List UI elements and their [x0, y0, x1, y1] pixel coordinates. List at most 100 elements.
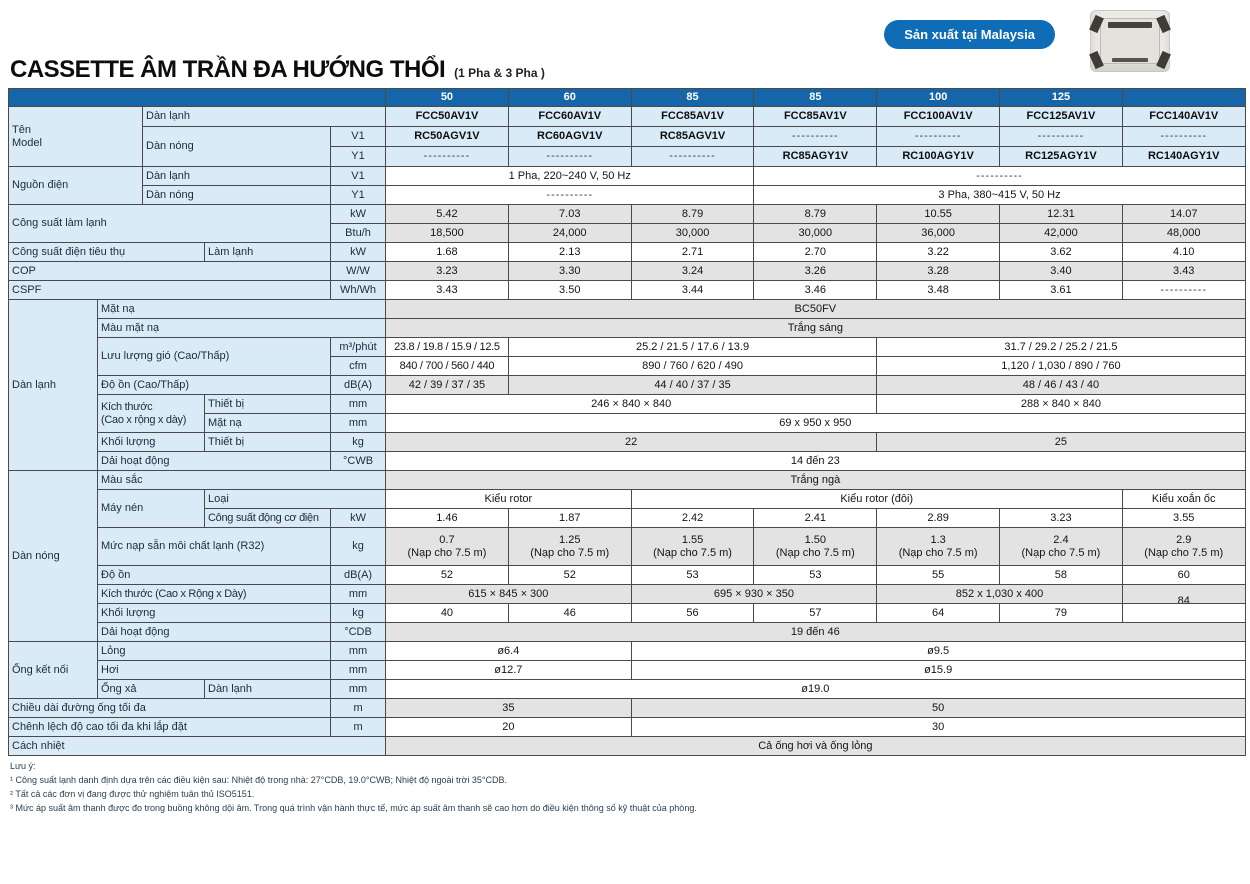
spec-value: 24,000 [507, 223, 632, 243]
row-label: Độ ồn [97, 565, 331, 585]
spec-table: 50 60 85 85 100 125 Tên Model Dàn lạnh FCC50AV1V… [7, 88, 1246, 756]
table-row: Công suất động cơ điện kW 1.46 1.87 2.42 2.41… [9, 508, 1246, 528]
header-left-blank [7, 88, 387, 107]
spec-value: 2.41 [753, 508, 878, 528]
model-cell: ---------- [507, 146, 632, 167]
model-cell: RC60AGV1V [507, 126, 632, 147]
model-cell: FCC125AV1V [999, 106, 1123, 127]
row-label: Mặt nạ [96, 299, 387, 319]
capacity-header: 85 [753, 88, 878, 107]
row-label: Dải hoạt động [97, 451, 331, 471]
row-label: Thiết bị [204, 394, 331, 414]
capacity-header: 50 [385, 88, 509, 107]
unit-cell: kg [329, 603, 387, 623]
spec-value: 48 / 46 / 43 / 40 [876, 375, 1246, 395]
unit-cell: V1 [329, 126, 387, 147]
row-label: Dàn nóng [142, 185, 331, 205]
spec-value: 8.79 [630, 204, 755, 224]
spec-value: 3.55 [1121, 508, 1246, 528]
spec-value: 8.79 [753, 204, 878, 224]
unit-cell: mm [329, 641, 387, 661]
table-row: Độ ồn dB(A) 52 52 53 53 55 58 60 [9, 565, 1246, 585]
spec-value: 3.48 [876, 280, 1001, 300]
made-in-malaysia-badge: Sản xuất tại Malaysia [884, 20, 1055, 49]
spec-value: 852 x 1,030 x 400 [876, 584, 1123, 604]
footnote-1: ¹ Công suất lạnh danh định dựa trên các … [10, 774, 508, 785]
table-row: Lưu lượng gió (Cao/Thấp) m³/phút 23.8 / 19… [9, 337, 1246, 376]
unit-cell: mm [329, 679, 387, 699]
unit-cell: mm [329, 413, 387, 433]
table-row: Dàn nóng V1 RC50AGV1V RC60AGV1V RC85AGV1V ---… [9, 126, 1246, 167]
capacity-header: 60 [507, 88, 632, 107]
table-row: Y1 ---------- ---------- ---------- RC85AGY1… [9, 146, 1246, 167]
table-row: Màu mặt nạ Trắng sáng [9, 318, 1246, 338]
table-row: Dải hoạt động °CDB 19 đến 46 [9, 622, 1246, 642]
table-row: Ống xả Dàn lạnh mm ø19.0 [9, 679, 1246, 699]
unit-cell: kW [329, 508, 387, 528]
spec-value: 3.62 [999, 242, 1123, 262]
spec-value: 1.55 (Nạp cho 7.5 m) [630, 527, 755, 566]
spec-value: 1.50 (Nạp cho 7.5 m) [753, 527, 878, 566]
spec-value: 48,000 [1121, 223, 1246, 243]
spec-value: 53 [630, 565, 755, 585]
spec-value: 52 [507, 565, 632, 585]
spec-value: 3.26 [753, 261, 878, 281]
row-label: Chiều dài đường ống tối đa [8, 698, 331, 718]
spec-value: 3.30 [507, 261, 632, 281]
spec-value: 3.46 [753, 280, 878, 300]
spec-value: 0.7 (Nạp cho 7.5 m) [385, 527, 509, 566]
spec-value: 3.50 [507, 280, 632, 300]
table-row: Mức nạp sẵn môi chất lạnh (R32) kg 0.7 (Nạ… [9, 527, 1246, 566]
unit-cell: W/W [329, 261, 387, 281]
spec-value: 4.10 [1121, 242, 1246, 262]
model-cell: RC85AGV1V [630, 126, 755, 147]
footnotes: Lưu ý: ¹ Công suất lạnh danh định dựa tr… [10, 760, 1250, 816]
table-row: Dàn nóng Y1 ---------- 3 Pha, 380~415 V, 50… [9, 185, 1246, 205]
row-label: COP [8, 261, 331, 281]
spec-value: 2.70 [753, 242, 878, 262]
spec-value: 23.8 / 19.8 / 15.9 / 12.5 [385, 337, 509, 357]
table-row: Cách nhiệt Cả ống hơi và ống lỏng [7, 736, 1246, 756]
unit-cell: m³/phút [329, 337, 387, 357]
spec-value: 3.23 [999, 508, 1123, 528]
spec-value: 42 / 39 / 37 / 35 [385, 375, 509, 395]
spec-value: 52 [385, 565, 509, 585]
row-label: Dàn lạnh [141, 106, 387, 127]
row-label: Dải hoạt động [97, 622, 331, 642]
row-label: Khối lượng [97, 432, 205, 452]
unit-cell: kW [329, 204, 387, 224]
spec-value: Kiểu rotor [385, 489, 632, 509]
spec-value: 25 [876, 432, 1246, 452]
spec-value: 840 / 700 / 560 / 440 [385, 356, 509, 376]
model-cell: ---------- [876, 126, 1001, 147]
table-row: Kích thước (Cao x Rộng x Dày) mm 615 × 845… [9, 584, 1246, 604]
spec-value: Kiểu rotor (đôi) [630, 489, 1123, 509]
spec-value: ø12.7 [385, 660, 632, 680]
spec-value: 55 [876, 565, 1001, 585]
model-cell: RC85AGY1V [753, 146, 878, 167]
spec-value: ø6.4 [385, 641, 632, 661]
table-row: Công suất làm lạnh kW 5.42 7.03 8.79 8.79 10.5… [8, 204, 1246, 243]
spec-value: 30 [630, 717, 1246, 737]
row-label: Kích thước (Cao x Rộng x Dày) [97, 584, 331, 604]
table-row: Khối lượng kg 40 46 56 57 64 79 [9, 603, 1246, 623]
model-cell: ---------- [1121, 126, 1246, 147]
unit-cell: V1 [329, 166, 387, 186]
spec-value: 3.40 [999, 261, 1123, 281]
capacity-header [1121, 88, 1246, 107]
spec-value: 50 [630, 698, 1246, 718]
row-label: Thiết bị [204, 432, 331, 452]
spec-value: 14.07 [1121, 204, 1246, 224]
spec-value: ø9.5 [630, 641, 1246, 661]
spec-value: 35 [385, 698, 632, 718]
spec-value: 30,000 [753, 223, 878, 243]
model-cell: FCC140AV1V [1121, 106, 1246, 127]
spec-value: 2.13 [507, 242, 632, 262]
spec-value: 3.22 [876, 242, 1001, 262]
table-row: CSPF Wh/Wh 3.43 3.50 3.44 3.46 3.48 3.61 -------… [8, 280, 1246, 300]
spec-value: 1,120 / 1,030 / 890 / 760 [876, 356, 1246, 376]
spec-value: 60 [1121, 565, 1246, 585]
spec-value: ---------- [385, 185, 755, 205]
spec-value: 2.9 (Nạp cho 7.5 m) [1121, 527, 1246, 566]
spec-value: 3.61 [999, 280, 1123, 300]
